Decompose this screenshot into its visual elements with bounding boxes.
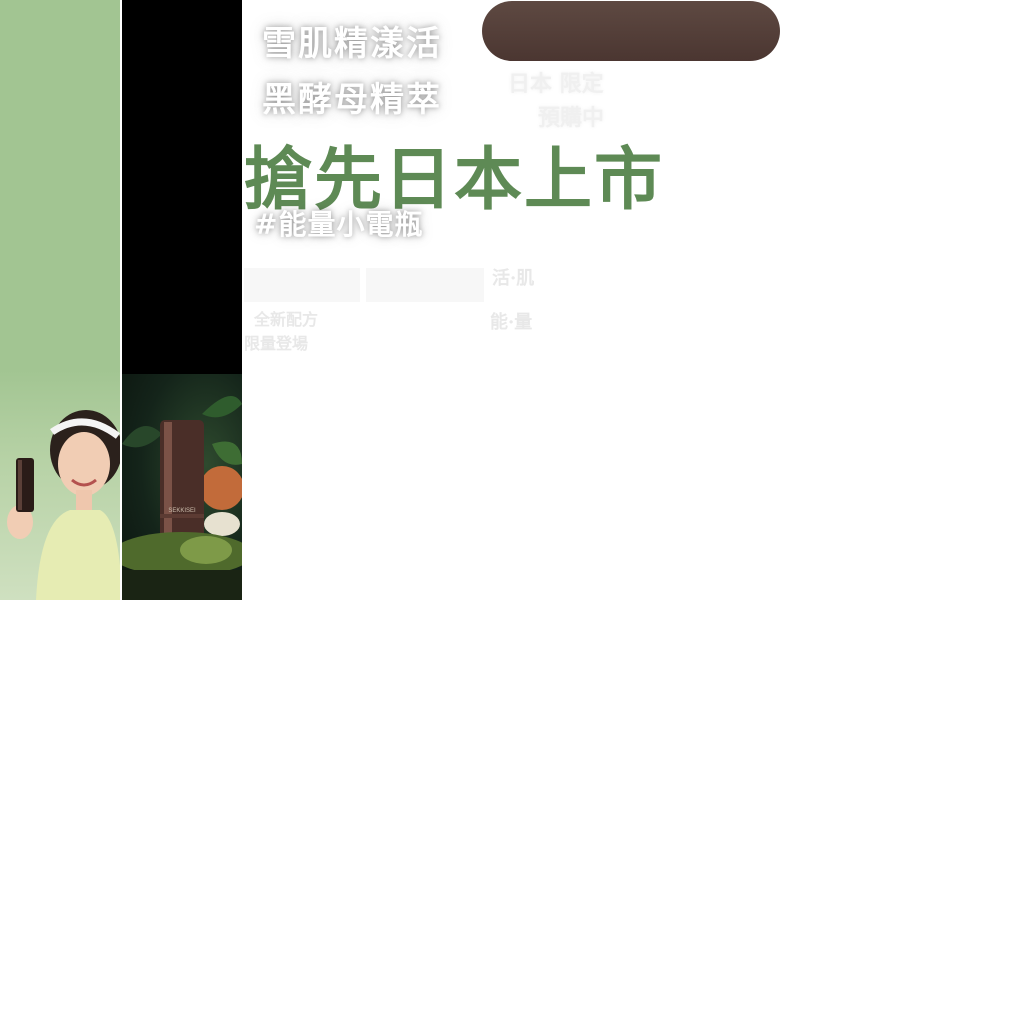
faint-caption-4: 能·量 (490, 312, 533, 333)
product-photo: SEKKISEI (122, 374, 242, 600)
faint-box-1 (244, 268, 360, 302)
faint-caption-6: 限量登場 (244, 334, 309, 353)
svg-text:SEKKISEI: SEKKISEI (168, 508, 196, 514)
faint-box-2 (366, 268, 484, 302)
model-photo (0, 370, 120, 600)
faint-caption-2: 預購中 (538, 105, 605, 131)
faint-caption-1: 日本 限定 (508, 71, 604, 97)
hashtag: #能量小電瓶 (254, 208, 424, 241)
headline-line1: 雪肌精漾活 (262, 24, 442, 64)
headline-line2: 黑酵母精萃 (262, 80, 442, 120)
promo-pill (482, 1, 780, 61)
faint-caption-3: 活·肌 (492, 268, 535, 289)
panel-divider (120, 0, 122, 600)
launch-title: 搶先日本上市 (244, 140, 665, 220)
faint-caption-5: 全新配方 (254, 310, 319, 329)
